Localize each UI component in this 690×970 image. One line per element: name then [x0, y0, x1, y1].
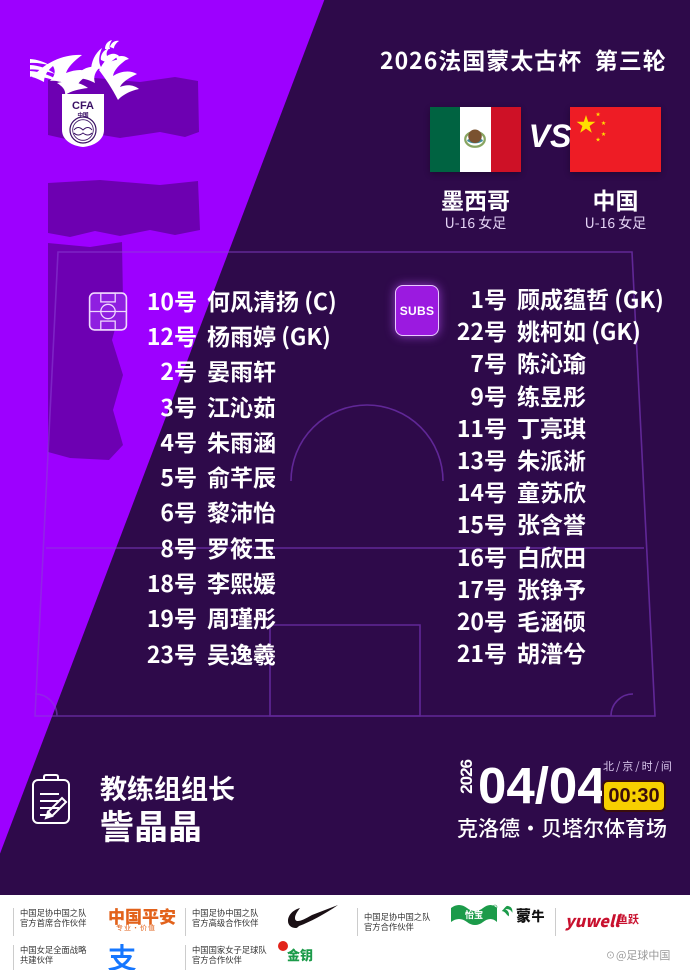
- svg-text:怡宝: 怡宝: [465, 909, 483, 920]
